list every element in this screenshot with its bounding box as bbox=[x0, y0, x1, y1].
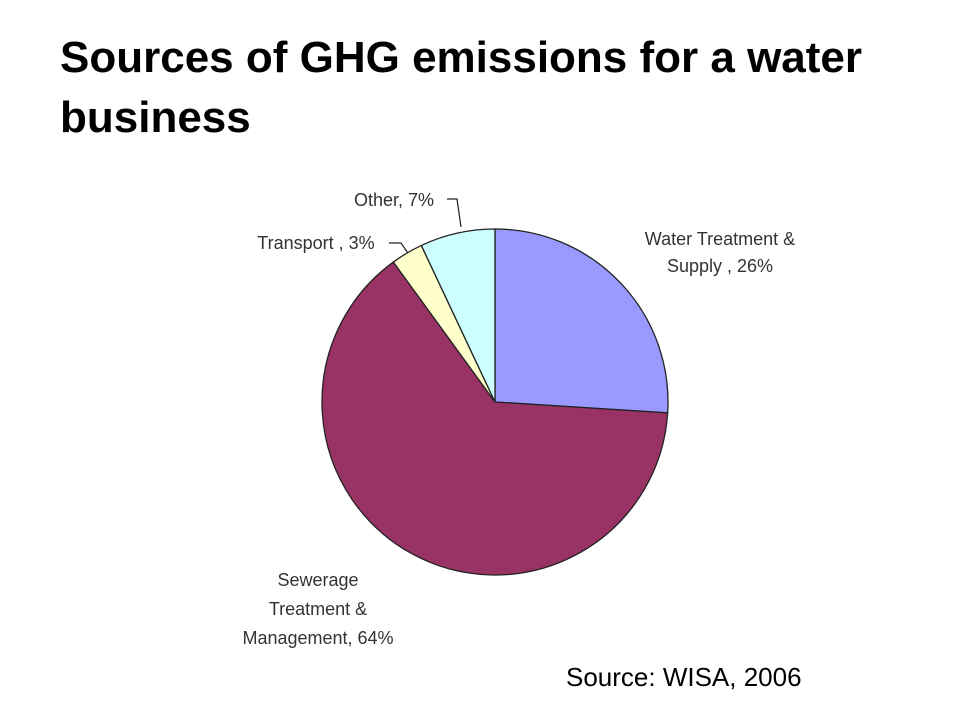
pie-label-line: Other, 7% bbox=[354, 190, 434, 210]
source-note: Source: WISA, 2006 bbox=[566, 662, 802, 692]
pie-slice-water bbox=[494, 228, 669, 414]
pie-label-transport: Transport , 3% bbox=[257, 233, 374, 253]
slide-title: Sources of GHG emissions for a water bus… bbox=[60, 33, 863, 142]
pie-label-sewerage: Sewerage Treatment & Management, 64% bbox=[242, 570, 393, 648]
pie-slices bbox=[321, 228, 669, 576]
pie-label-water: Water Treatment & Supply , 26% bbox=[645, 229, 795, 276]
pie-labels: Water Treatment & Supply , 26% Sewerage Tre… bbox=[242, 190, 795, 648]
pie-slice-sewerage bbox=[321, 261, 669, 576]
pie-slice-other bbox=[420, 228, 496, 403]
leader-line-other bbox=[447, 198, 462, 228]
pie-label-line: Transport , 3% bbox=[257, 233, 374, 253]
leader-line-transport bbox=[389, 242, 409, 254]
pie-label-line: Supply , 26% bbox=[667, 256, 773, 276]
pie-leader-lines bbox=[389, 198, 462, 254]
pie-label-line: Sewerage bbox=[277, 570, 358, 590]
pie-label-line: Water Treatment & bbox=[645, 229, 795, 249]
pie-label-line: Management, 64% bbox=[242, 628, 393, 648]
pie-label-other: Other, 7% bbox=[354, 190, 434, 210]
pie-label-line: Treatment & bbox=[269, 599, 367, 619]
